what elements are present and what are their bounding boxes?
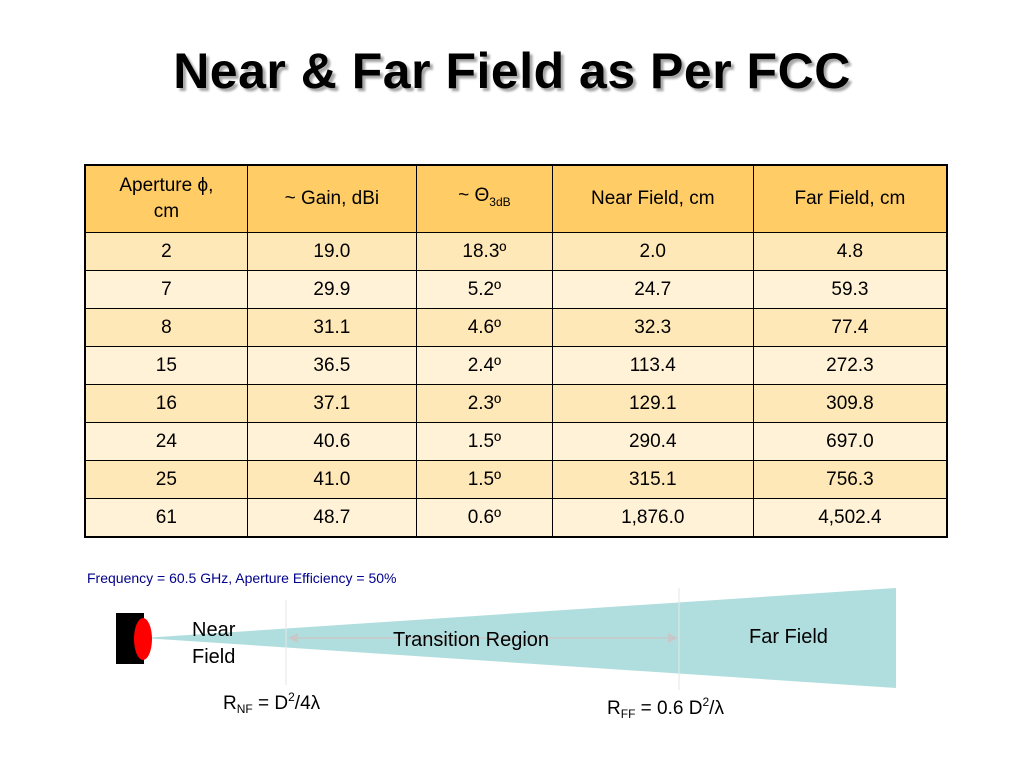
far-field-equation: RFF = 0.6 D2/λ	[607, 695, 724, 721]
eq-ff-sup: 2	[702, 695, 710, 709]
table-row: 16 37.1 2.3º 129.1 309.8	[84, 384, 948, 423]
cell-theta: 18.3º	[416, 232, 553, 271]
cell-gain: 19.0	[246, 232, 418, 271]
eq-ff-r: R	[607, 698, 621, 719]
cell-gain: 31.1	[246, 308, 418, 347]
antenna-aperture	[134, 618, 152, 660]
cell-near-field: 129.1	[551, 384, 754, 423]
cell-far-field: 4,502.4	[752, 498, 948, 538]
header-theta-sub: 3dB	[489, 194, 511, 209]
cell-theta: 2.4º	[416, 346, 553, 385]
cell-near-field: 2.0	[551, 232, 754, 271]
cell-theta: 5.2º	[416, 270, 553, 309]
table-row: 25 41.0 1.5º 315.1 756.3	[84, 460, 948, 499]
cell-far-field: 272.3	[752, 346, 948, 385]
eq-nf-sup: 2	[288, 690, 295, 704]
cell-gain: 40.6	[246, 422, 418, 461]
frequency-footnote: Frequency = 60.5 GHz, Aperture Efficienc…	[87, 570, 397, 586]
header-near-field: Near Field, cm	[551, 164, 754, 233]
table-row: 8 31.1 4.6º 32.3 77.4	[84, 308, 948, 347]
cell-far-field: 77.4	[752, 308, 948, 347]
header-theta-label: ~ Θ	[458, 185, 490, 207]
cell-near-field: 24.7	[551, 270, 754, 309]
cell-near-field: 1,876.0	[551, 498, 754, 538]
near-field-label-line2: Field	[192, 646, 236, 668]
header-far-field: Far Field, cm	[752, 164, 948, 233]
cell-aperture: 61	[84, 498, 248, 538]
table-row: 61 48.7 0.6º 1,876.0 4,502.4	[84, 498, 948, 538]
cell-theta: 2.3º	[416, 384, 553, 423]
cell-far-field: 59.3	[752, 270, 948, 309]
header-aperture: Aperture ϕ, cm	[84, 164, 248, 233]
far-field-label: Far Field	[749, 626, 828, 648]
cell-gain: 41.0	[246, 460, 418, 499]
cell-far-field: 4.8	[752, 232, 948, 271]
cell-theta: 1.5º	[416, 460, 553, 499]
page-title: Near & Far Field as Per FCC	[173, 43, 851, 99]
table-body: 2 19.0 18.3º 2.0 4.8 7 29.9 5.2º 24.7 59.3 8 31.1 4.…	[84, 232, 948, 538]
table-row: 15 36.5 2.4º 113.4 272.3	[84, 346, 948, 385]
cell-near-field: 315.1	[551, 460, 754, 499]
header-aperture-line2: cm	[153, 201, 180, 222]
cell-theta: 4.6º	[416, 308, 553, 347]
eq-nf-end: /4λ	[294, 693, 321, 714]
eq-ff-sub: FF	[620, 707, 636, 721]
eq-ff-end: /λ	[709, 698, 724, 719]
cell-far-field: 697.0	[752, 422, 948, 461]
near-far-field-table: Aperture ϕ, cm ~ Gain, dBi ~ Θ3dB Near F…	[84, 164, 948, 538]
eq-nf-mid: = D	[252, 693, 289, 714]
cell-aperture: 7	[84, 270, 248, 309]
table-row: 7 29.9 5.2º 24.7 59.3	[84, 270, 948, 309]
cell-gain: 37.1	[246, 384, 418, 423]
cell-near-field: 32.3	[551, 308, 754, 347]
header-gain: ~ Gain, dBi	[246, 164, 418, 233]
eq-nf-r: R	[223, 693, 237, 714]
transition-arrow-left-head	[288, 633, 298, 643]
header-theta: ~ Θ3dB	[416, 164, 553, 233]
table-header-row: Aperture ϕ, cm ~ Gain, dBi ~ Θ3dB Near F…	[84, 164, 948, 233]
transition-region-label: Transition Region	[393, 629, 550, 651]
header-aperture-line1: Aperture ϕ,	[119, 175, 214, 196]
cell-theta: 0.6º	[416, 498, 553, 538]
eq-ff-mid: = 0.6 D	[635, 698, 703, 719]
cell-theta: 1.5º	[416, 422, 553, 461]
cell-gain: 36.5	[246, 346, 418, 385]
near-field-label: Near Field	[192, 617, 235, 671]
near-field-label-line1: Near	[192, 619, 236, 641]
transition-arrow-right-head	[668, 633, 678, 643]
cell-near-field: 113.4	[551, 346, 754, 385]
table-row: 2 19.0 18.3º 2.0 4.8	[84, 232, 948, 271]
cell-gain: 29.9	[246, 270, 418, 309]
eq-nf-sub: NF	[236, 702, 253, 716]
cell-aperture: 2	[84, 232, 248, 271]
table-row: 24 40.6 1.5º 290.4 697.0	[84, 422, 948, 461]
cell-far-field: 756.3	[752, 460, 948, 499]
cell-gain: 48.7	[246, 498, 418, 538]
near-field-equation: RNF = D2/4λ	[223, 690, 320, 716]
